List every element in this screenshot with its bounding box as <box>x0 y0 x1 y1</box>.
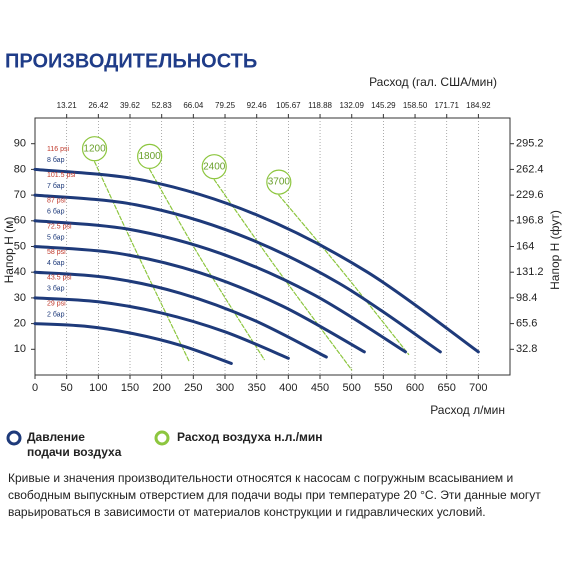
air-badge <box>137 143 163 169</box>
bar-label: 4 бар <box>47 259 65 267</box>
legend-swatch <box>6 430 22 446</box>
y2-tick-label: 229.6 <box>516 189 544 201</box>
bar-label: 5 бар <box>47 233 65 241</box>
x-tick-label: 250 <box>184 382 202 394</box>
y-axis-title: Напор H (м) <box>2 217 16 284</box>
y2-tick-label: 196.8 <box>516 215 544 227</box>
chart: ПРОИЗВОДИТЕЛЬНОСТЬ Расход (гал. США/мин)… <box>2 50 562 459</box>
bar-label: 2 бар <box>47 310 65 318</box>
x-tick-label: 450 <box>311 382 329 394</box>
y2-tick-label: 98.4 <box>516 292 537 304</box>
y2-tick-label: 65.6 <box>516 318 537 330</box>
bar-label: 6 бар <box>47 208 65 216</box>
y-tick-label: 10 <box>14 343 26 355</box>
x-tick-label: 400 <box>279 382 297 394</box>
y-tick-label: 80 <box>14 163 26 175</box>
x2-tick-label: 158.50 <box>403 101 428 110</box>
y2-tick-label: 164 <box>516 240 534 252</box>
x-tick-label: 350 <box>247 382 265 394</box>
legend-label: Расход воздуха н.л./мин <box>177 430 323 444</box>
air-badge <box>201 154 227 180</box>
x-tick-label: 550 <box>374 382 392 394</box>
bar-label: 8 бар <box>47 156 65 164</box>
x2-tick-label: 92.46 <box>247 101 268 110</box>
x-tick-label: 500 <box>342 382 360 394</box>
psi-label: 43.5 psi <box>47 275 72 282</box>
x-tick-label: 600 <box>406 382 424 394</box>
psi-label: 116 psi <box>47 146 69 153</box>
x-axis-title: Расход л/мин <box>430 403 505 417</box>
psi-label: 87 psi <box>47 198 66 205</box>
bar-label: 3 бар <box>47 285 65 293</box>
psi-label: 72.5 psi <box>47 223 72 230</box>
x2-tick-label: 13.21 <box>57 101 78 110</box>
x-tick-label: 200 <box>152 382 170 394</box>
curve <box>33 270 328 359</box>
air-label: 1800 <box>139 151 162 162</box>
air-label: 1200 <box>83 143 106 154</box>
curve <box>278 194 410 356</box>
legend-swatch <box>154 430 170 446</box>
y-tick-label: 90 <box>14 138 26 150</box>
legend-label: Давление подачи воздуха <box>27 430 122 459</box>
y-tick-label: 20 <box>14 318 26 330</box>
x-tick-label: 300 <box>216 382 234 394</box>
x-tick-label: 650 <box>437 382 455 394</box>
x2-tick-label: 145.29 <box>371 101 396 110</box>
air-label: 3700 <box>268 177 291 188</box>
plot-frame <box>34 117 511 376</box>
psi-label: 101.5 psi <box>47 172 76 179</box>
psi-label: 29 psi <box>47 300 66 307</box>
y2-axis-title: Напор H (фут) <box>548 210 562 290</box>
x2-tick-label: 132.09 <box>339 101 364 110</box>
footnote: Кривые и значения производительности отн… <box>8 471 541 519</box>
x2-tick-label: 66.04 <box>183 101 204 110</box>
curve <box>93 161 191 363</box>
x2-tick-label: 105.67 <box>276 101 301 110</box>
curve <box>149 168 265 361</box>
x2-tick-label: 26.42 <box>88 101 109 110</box>
y2-tick-label: 32.8 <box>516 343 537 355</box>
curve <box>33 219 407 354</box>
curve <box>33 167 480 354</box>
y-tick-label: 70 <box>14 189 26 201</box>
y2-tick-label: 131.2 <box>516 266 544 278</box>
psi-label: 58 psi <box>47 249 66 256</box>
y2-tick-label: 295.2 <box>516 138 544 150</box>
y-tick-label: 60 <box>14 215 26 227</box>
x-tick-label: 700 <box>469 382 487 394</box>
x-tick-label: 0 <box>32 382 38 394</box>
chart-title: ПРОИЗВОДИТЕЛЬНОСТЬ <box>5 50 257 72</box>
x2-tick-label: 39.62 <box>120 101 141 110</box>
air-badge <box>266 169 292 195</box>
x-tick-label: 100 <box>89 382 107 394</box>
x2-axis-title: Расход (гал. США/мин) <box>369 75 497 89</box>
curve <box>213 179 353 371</box>
y-tick-label: 50 <box>14 240 26 252</box>
bar-label: 7 бар <box>47 182 65 190</box>
y-tick-label: 40 <box>14 266 26 278</box>
curve <box>33 322 233 365</box>
curve <box>33 296 290 360</box>
curve <box>33 193 442 354</box>
air-badge <box>81 136 108 162</box>
curve <box>33 245 366 354</box>
air-label: 2400 <box>203 161 226 172</box>
y-tick-label: 30 <box>14 292 26 304</box>
x2-tick-label: 171.71 <box>434 101 459 110</box>
x-tick-label: 50 <box>61 382 73 394</box>
x2-tick-label: 118.88 <box>308 101 332 110</box>
x-tick-label: 150 <box>121 382 139 394</box>
x2-tick-label: 184.92 <box>466 101 491 110</box>
x2-tick-label: 79.25 <box>215 101 236 110</box>
x2-tick-label: 52.83 <box>152 101 173 110</box>
y2-tick-label: 262.4 <box>516 163 544 175</box>
